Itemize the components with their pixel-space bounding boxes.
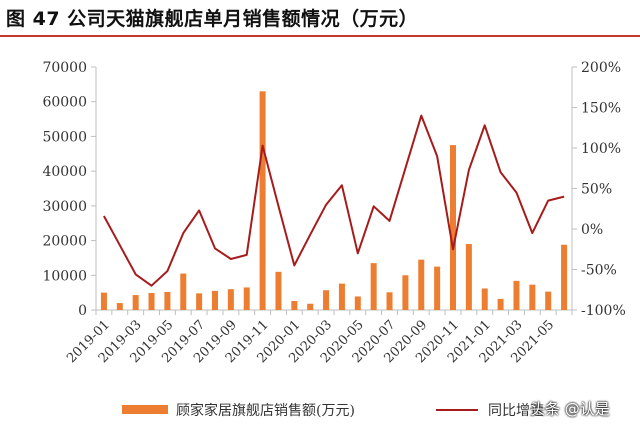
watermark: 头条 @认是: [530, 400, 610, 418]
bar: [212, 290, 218, 310]
bar: [545, 291, 552, 310]
bar: [164, 291, 171, 310]
bar: [465, 244, 472, 310]
bar: [180, 273, 187, 310]
bar: [259, 91, 266, 310]
bar: [243, 287, 250, 310]
bar: [100, 292, 107, 310]
bar: [513, 280, 520, 310]
title-divider: [0, 35, 640, 37]
right-tick-label: 100%: [581, 141, 621, 157]
bar: [450, 145, 456, 310]
bar: [116, 303, 123, 310]
bar: [434, 266, 441, 310]
right-tick-label: -100%: [581, 303, 626, 319]
series-line: [103, 114, 565, 287]
bar: [338, 283, 345, 310]
left-tick-label: 40000: [42, 164, 87, 180]
right-tick-label: 0%: [581, 222, 603, 238]
bar: [196, 293, 203, 310]
bar: [323, 290, 330, 310]
bar: [354, 296, 361, 310]
legend-line-label: 同比增速: [488, 403, 544, 419]
left-tick-label: 60000: [42, 95, 87, 111]
bar: [148, 292, 155, 310]
right-tick-label: -50%: [581, 263, 617, 279]
left-tick-label: 50000: [42, 129, 87, 145]
bar: [291, 300, 298, 310]
bar: [370, 263, 377, 310]
bar: [497, 298, 504, 310]
right-tick-label: 200%: [581, 60, 621, 76]
legend-bar-swatch: [122, 405, 168, 414]
left-tick-label: 0: [78, 303, 87, 319]
bar: [402, 275, 409, 310]
bar: [275, 271, 282, 310]
bar: [307, 303, 314, 310]
bar: [386, 292, 393, 310]
left-tick-label: 10000: [42, 268, 87, 284]
right-tick-label: 50%: [581, 182, 612, 198]
bar: [227, 289, 234, 310]
bar: [481, 288, 488, 310]
legend-bar-label: 顾家家居旗舰店销售额(万元): [176, 402, 355, 419]
right-tick-label: 150%: [581, 101, 621, 117]
bar: [132, 295, 139, 310]
chart-title: 图 47 公司天猫旗舰店单月销售额情况（万元）: [6, 8, 419, 30]
bar: [529, 284, 536, 310]
left-tick-label: 30000: [42, 199, 87, 215]
left-tick-label: 20000: [42, 234, 87, 250]
bar: [418, 259, 425, 310]
bar: [561, 244, 568, 310]
left-tick-label: 70000: [42, 60, 87, 76]
